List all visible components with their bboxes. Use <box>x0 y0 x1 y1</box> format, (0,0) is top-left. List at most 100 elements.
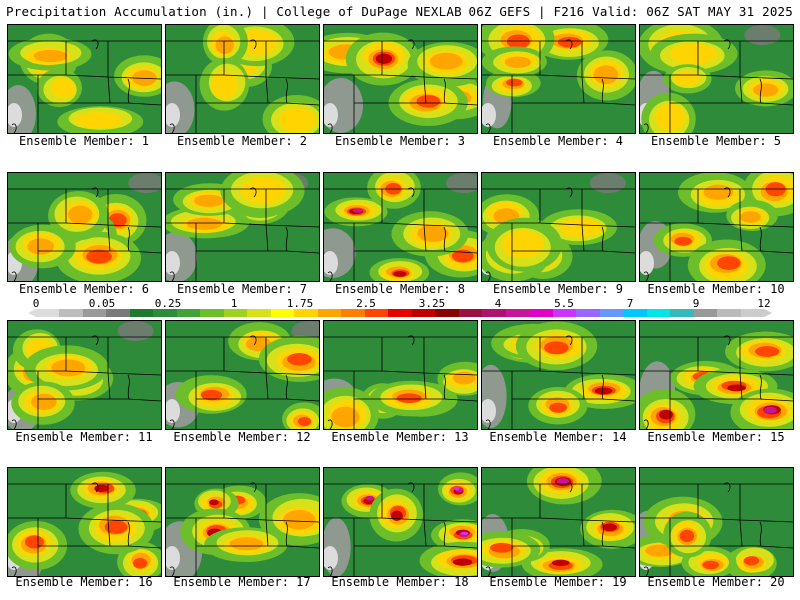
colorbar-swatch <box>623 309 648 317</box>
ensemble-member-map <box>323 320 478 430</box>
ensemble-member-caption: Ensemble Member: 19 <box>489 575 627 589</box>
colorbar-swatch <box>717 309 741 317</box>
precip-field <box>8 25 161 133</box>
colorbar-swatch <box>505 309 530 317</box>
ensemble-member-map <box>323 172 478 282</box>
colorbar-tick-label: 5.5 <box>554 297 574 310</box>
colorbar-swatch <box>693 309 718 317</box>
precip-field <box>324 321 477 429</box>
precip-field <box>166 321 319 429</box>
ensemble-member-map <box>165 320 320 430</box>
ensemble-member-caption: Ensemble Member: 6 <box>18 282 150 296</box>
ensemble-member-map <box>7 320 162 430</box>
precip-field <box>8 321 161 429</box>
colorbar-swatch <box>411 309 436 317</box>
colorbar-tick-label: 7 <box>626 297 634 310</box>
colorbar-tick-label: 12 <box>757 297 771 310</box>
ensemble-member-map <box>7 24 162 134</box>
precip-field <box>166 25 319 133</box>
precip-field <box>482 468 635 576</box>
precip-field <box>640 468 793 576</box>
colorbar-swatch <box>247 309 272 317</box>
colorbar-tick-label: 3.25 <box>418 297 446 310</box>
colorbar-swatch <box>106 309 131 317</box>
ensemble-member-caption: Ensemble Member: 7 <box>176 282 308 296</box>
precip-field <box>324 468 477 576</box>
colorbar-tick-label: 1 <box>230 297 238 310</box>
ensemble-member-caption: Ensemble Member: 4 <box>492 134 624 148</box>
ensemble-member-map <box>7 172 162 282</box>
colorbar-swatch <box>294 309 319 317</box>
ensemble-member-map <box>481 24 636 134</box>
ensemble-member-caption: Ensemble Member: 14 <box>489 430 627 444</box>
ensemble-member-caption: Ensemble Member: 3 <box>334 134 466 148</box>
ensemble-member-caption: Ensemble Member: 16 <box>15 575 153 589</box>
colorbar-swatch <box>341 309 366 317</box>
model-valid-time: 06Z GEFS | F216 Valid: 06Z SAT MAY 31 20… <box>468 4 793 19</box>
ensemble-member-map <box>639 172 794 282</box>
ensemble-member-caption: Ensemble Member: 15 <box>647 430 785 444</box>
colorbar-swatch <box>435 309 460 317</box>
colorbar-swatch <box>59 309 84 317</box>
colorbar-tick-label: 1.75 <box>286 297 314 310</box>
precip-field <box>482 173 635 281</box>
colorbar-swatch <box>599 309 624 317</box>
ensemble-member-map <box>481 320 636 430</box>
precip-field <box>166 173 319 281</box>
ensemble-member-map <box>323 467 478 577</box>
colorbar-right-arrow <box>764 309 772 317</box>
ensemble-member-map <box>165 467 320 577</box>
precip-field <box>640 321 793 429</box>
colorbar-swatch <box>200 309 225 317</box>
ensemble-member-caption: Ensemble Member: 10 <box>647 282 785 296</box>
precip-field <box>324 173 477 281</box>
ensemble-member-map <box>165 172 320 282</box>
precipitation-colorbar <box>36 309 765 317</box>
colorbar-swatch <box>153 309 178 317</box>
colorbar-tick-label: 4 <box>494 297 502 310</box>
colorbar-swatch <box>740 309 765 317</box>
colorbar-swatch <box>317 309 342 317</box>
ensemble-member-caption: Ensemble Member: 8 <box>334 282 466 296</box>
precip-field <box>8 468 161 576</box>
colorbar-swatch <box>670 309 695 317</box>
colorbar-swatch <box>176 309 201 317</box>
colorbar-swatch <box>529 309 554 317</box>
ensemble-member-map <box>323 24 478 134</box>
colorbar-swatch <box>458 309 483 317</box>
colorbar-swatch <box>576 309 601 317</box>
precip-field <box>640 173 793 281</box>
ensemble-member-caption: Ensemble Member: 18 <box>331 575 469 589</box>
ensemble-member-map <box>639 24 794 134</box>
colorbar-left-arrow <box>28 309 36 317</box>
ensemble-member-caption: Ensemble Member: 12 <box>173 430 311 444</box>
ensemble-member-map <box>639 467 794 577</box>
colorbar-tick-label: 2.5 <box>356 297 376 310</box>
colorbar-swatch <box>223 309 248 317</box>
colorbar-swatch <box>646 309 671 317</box>
ensemble-member-map <box>7 467 162 577</box>
ensemble-member-caption: Ensemble Member: 9 <box>492 282 624 296</box>
colorbar-swatch <box>388 309 413 317</box>
colorbar-swatch <box>82 309 107 317</box>
colorbar-tick-label: 0.05 <box>88 297 116 310</box>
colorbar-tick-label: 9 <box>692 297 700 310</box>
colorbar-swatch <box>482 309 507 317</box>
ensemble-member-map <box>481 172 636 282</box>
ensemble-member-caption: Ensemble Member: 17 <box>173 575 311 589</box>
precip-field <box>640 25 793 133</box>
ensemble-member-caption: Ensemble Member: 1 <box>18 134 150 148</box>
ensemble-member-caption: Ensemble Member: 2 <box>176 134 308 148</box>
colorbar-tick-label: 0.25 <box>154 297 182 310</box>
colorbar-swatch <box>129 309 154 317</box>
ensemble-member-caption: Ensemble Member: 11 <box>15 430 153 444</box>
ensemble-member-caption: Ensemble Member: 20 <box>647 575 785 589</box>
colorbar-swatch <box>552 309 577 317</box>
ensemble-member-map <box>639 320 794 430</box>
precip-field <box>166 468 319 576</box>
precip-field <box>482 25 635 133</box>
colorbar-tick-label: 0 <box>32 297 40 310</box>
colorbar-swatch <box>364 309 389 317</box>
colorbar-swatch <box>270 309 295 317</box>
